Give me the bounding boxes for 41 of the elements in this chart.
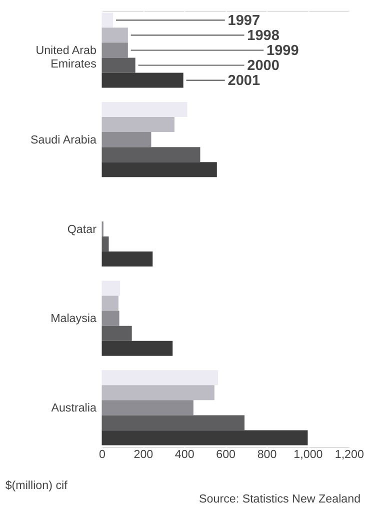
bar [102, 162, 217, 178]
bar [102, 58, 136, 73]
bar [102, 42, 128, 58]
x-tick-label: 200 [134, 448, 154, 462]
bar [102, 102, 188, 118]
bar [102, 326, 132, 341]
bar [102, 415, 244, 430]
x-tick-label: 1,000 [294, 448, 324, 462]
bar [102, 310, 120, 326]
y-tick-label: Saudi Arabia [30, 133, 97, 146]
x-tick-label: 0 [99, 448, 106, 462]
bar [102, 236, 109, 252]
x-tick-label: 800 [257, 448, 278, 462]
text: 1998 [247, 28, 280, 44]
bar [102, 147, 200, 162]
y-tick-label: United Arab Emirates [36, 44, 97, 71]
text: 1999 [266, 43, 299, 60]
text: 2000 [247, 58, 280, 74]
bar [102, 117, 174, 132]
x-tick-label: 400 [174, 448, 195, 462]
bar [102, 12, 114, 28]
bar [102, 280, 120, 296]
bar [102, 340, 173, 356]
legend-label: 2001 [228, 73, 260, 90]
x-tick-label: 1,200 [334, 448, 364, 462]
bar [102, 251, 153, 266]
y-tick-label: Australia [51, 402, 97, 415]
bar [102, 132, 152, 148]
x-tick-label: 600 [216, 448, 236, 462]
text: 1997 [228, 13, 260, 30]
bar [102, 400, 194, 416]
y-tick-label: Malaysia [50, 312, 97, 326]
bar [102, 430, 308, 446]
bar [102, 385, 214, 400]
bar [102, 28, 128, 43]
x-axis-title: $(million) cif [5, 479, 68, 492]
source-note: Source: Statistics New Zealand [199, 492, 361, 506]
bar [102, 296, 118, 311]
y-tick-label: Qatar [67, 222, 97, 236]
bar [102, 370, 218, 386]
bar [102, 72, 184, 88]
